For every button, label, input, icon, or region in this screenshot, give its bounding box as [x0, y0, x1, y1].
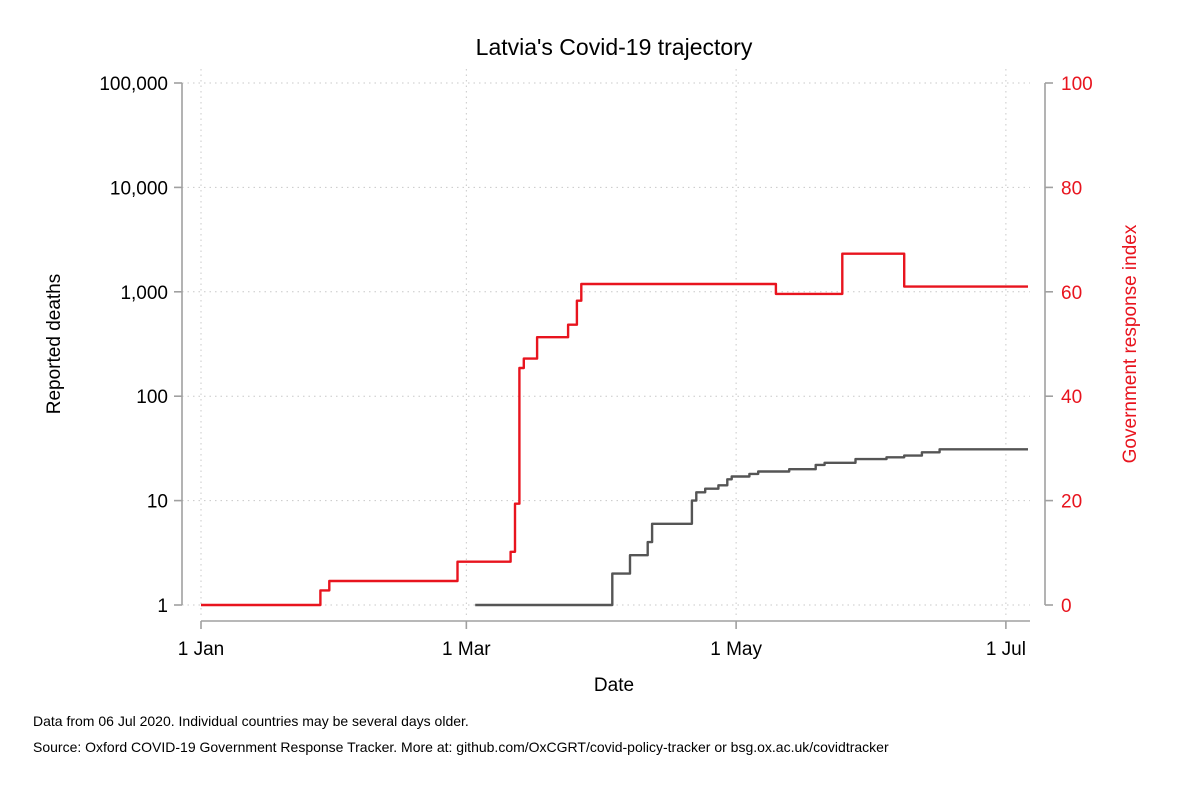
axes: 1 10 100 1,000 10,000 100,000 0 20 40 60 80 100 1 Ja… [99, 74, 1092, 660]
chart-title: Latvia's Covid-19 trajectory [476, 34, 753, 60]
y-left-axis-title: Reported deaths [44, 274, 65, 415]
y-left-tick-label: 10 [147, 492, 168, 513]
y-left-tick-label: 100 [136, 387, 168, 408]
x-tick-label: 1 Jan [178, 639, 224, 660]
grid [182, 69, 1030, 619]
y-left-tick-label: 100,000 [99, 74, 168, 95]
y-right-axis-title: Government response index [1120, 224, 1141, 463]
y-left-tick-label: 1 [157, 596, 168, 617]
series-layer [201, 252, 1028, 607]
x-tick-label: 1 Mar [442, 639, 491, 660]
x-axis-title: Date [594, 675, 634, 696]
y-right-tick-label: 40 [1061, 387, 1082, 408]
y-left-tick-label: 1,000 [120, 283, 168, 304]
source-note: Source: Oxford COVID-19 Government Respo… [33, 739, 889, 755]
y-right-tick-label: 80 [1061, 178, 1082, 199]
y-right-tick-label: 20 [1061, 492, 1082, 513]
y-right-tick-label: 60 [1061, 283, 1082, 304]
deaths-line [475, 448, 1028, 607]
y-left-tick-label: 10,000 [110, 178, 168, 199]
y-right-tick-label: 100 [1061, 74, 1093, 95]
response-index-line [201, 252, 1028, 607]
data-note: Data from 06 Jul 2020. Individual countr… [33, 713, 469, 729]
y-right-tick-label: 0 [1061, 596, 1072, 617]
x-tick-label: 1 May [710, 639, 762, 660]
x-tick-label: 1 Jul [986, 639, 1026, 660]
